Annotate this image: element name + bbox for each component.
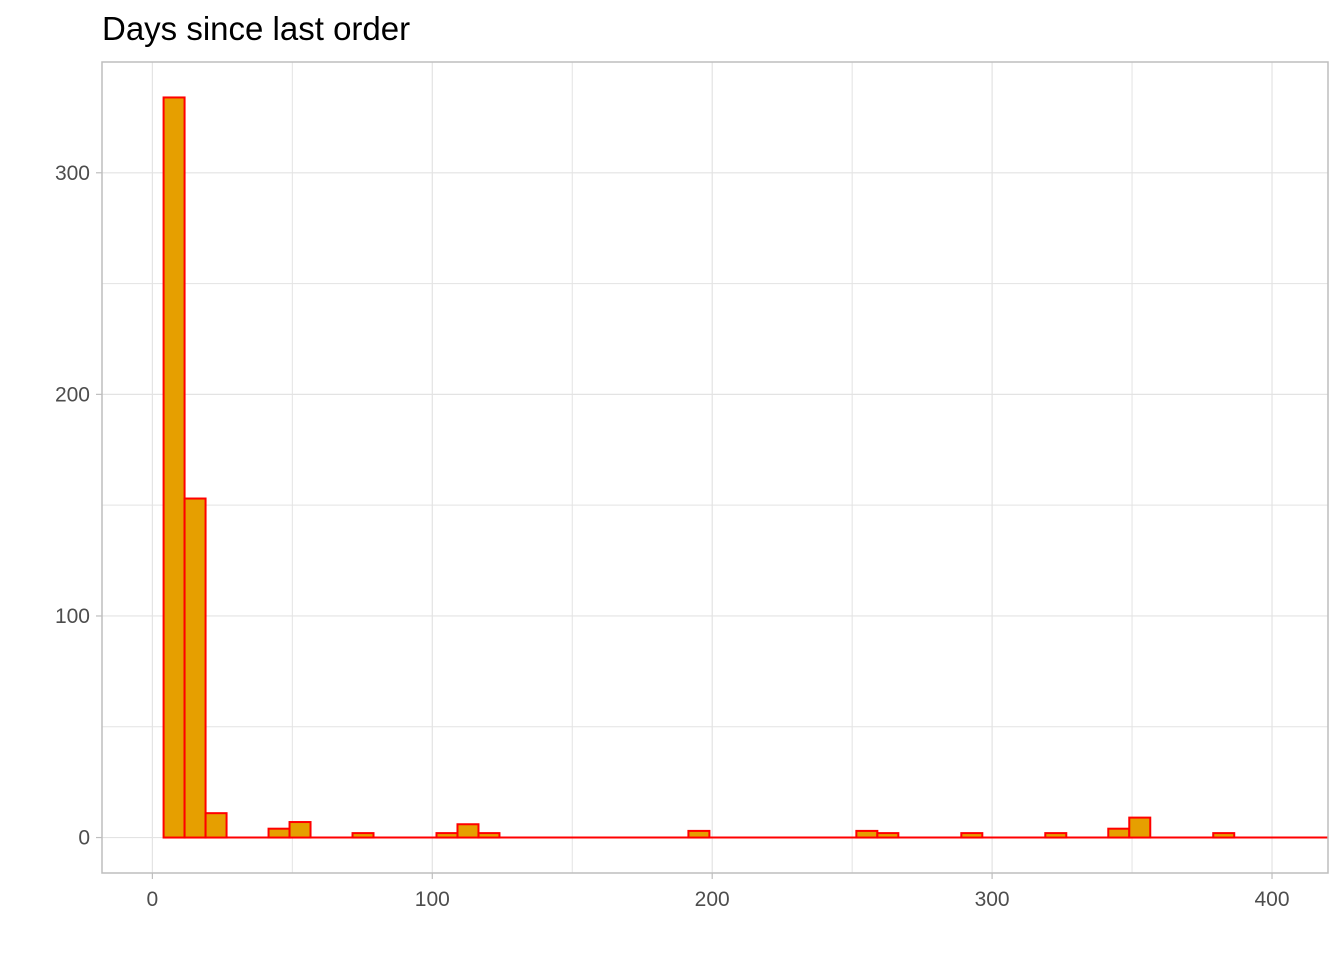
histogram-bar — [876, 832, 900, 839]
histogram-bar — [1212, 832, 1236, 839]
histogram-bar — [687, 829, 711, 839]
histogram-bar — [477, 832, 501, 839]
histogram-bar — [1128, 816, 1152, 839]
frame-layer — [101, 61, 1329, 874]
histogram-bar — [960, 832, 984, 839]
x-tick-label: 300 — [975, 888, 1010, 911]
bars-layer — [162, 96, 1328, 839]
y-tick-label: 200 — [55, 383, 90, 406]
histogram-bar — [351, 832, 375, 839]
histogram-bar — [162, 96, 186, 839]
y-tick-label: 0 — [78, 827, 90, 850]
histogram-bar — [183, 497, 207, 839]
x-tick-label: 200 — [695, 888, 730, 911]
axis-layer: 0 100 200 300 400 0 100 200 300 — [55, 162, 1290, 911]
histogram-bar — [435, 832, 459, 839]
x-tick-label: 100 — [415, 888, 450, 911]
histogram-bar — [1107, 827, 1131, 839]
histogram-bar — [456, 823, 480, 839]
x-tick-label: 400 — [1254, 888, 1289, 911]
histogram-bar — [1044, 832, 1068, 839]
y-tick-label: 300 — [55, 162, 90, 185]
histogram-bar — [267, 827, 291, 839]
y-tick-label: 100 — [55, 605, 90, 628]
grid-layer — [102, 62, 1328, 873]
chart-title: Days since last order — [102, 10, 411, 47]
panel-border — [101, 61, 1329, 874]
x-tick-label: 0 — [147, 888, 159, 911]
histogram-bar — [855, 829, 879, 839]
histogram-bar — [204, 812, 228, 839]
histogram-bar — [288, 821, 312, 839]
